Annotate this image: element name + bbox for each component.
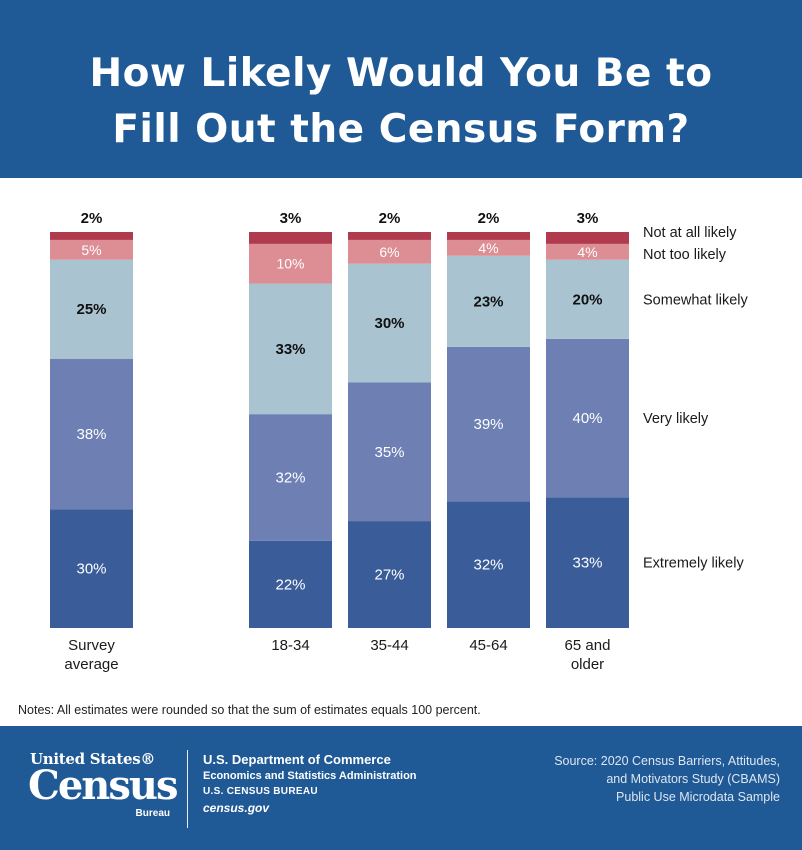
data-label-very-likely-65-and-older: 40% (572, 410, 602, 427)
legend-label-not-too-likely: Not too likely (643, 247, 727, 263)
bar-segment-not-too-likely-35-44 (348, 239, 431, 264)
bar-segment-very-likely-65-and-older (546, 338, 629, 498)
data-label-not-too-likely-survey-average: 5% (81, 242, 101, 258)
data-label-extremely-likely-65-and-older: 33% (572, 555, 602, 572)
chart-note: Notes: All estimates were rounded so tha… (18, 703, 481, 717)
legend-label-very-likely: Very likely (643, 411, 709, 427)
bar-segment-not-at-all-likely-18-34 (249, 232, 332, 244)
x-tick-label-survey-average-0: Survey (68, 637, 115, 654)
logo-sub-text: Bureau (135, 808, 170, 819)
bar-segment-very-likely-18-34 (249, 414, 332, 541)
data-label-very-likely-45-64: 39% (473, 416, 503, 433)
data-label-very-likely-18-34: 32% (275, 470, 305, 487)
data-label-somewhat-likely-45-64: 23% (473, 293, 503, 310)
source-line-1: Source: 2020 Census Barriers, Attitudes, (554, 754, 780, 768)
chart-title: How Likely Would You Be to Fill Out the … (0, 46, 802, 158)
bar-segment-somewhat-likely-survey-average (50, 259, 133, 359)
bar-segment-not-too-likely-45-64 (447, 239, 530, 256)
x-tick-label-35-44-0: 35-44 (370, 637, 408, 654)
data-label-not-at-all-likely-65-and-older: 3% (577, 210, 599, 227)
bar-segment-somewhat-likely-35-44 (348, 263, 431, 383)
footer-banner: United States® Census Bureau U.S. Depart… (0, 726, 802, 850)
legend-label-extremely-likely: Extremely likely (643, 556, 744, 572)
bar-segment-not-at-all-likely-survey-average (50, 232, 133, 240)
bar-segment-extremely-likely-65-and-older (546, 497, 629, 628)
administration-name: Economics and Statistics Administration (203, 770, 417, 782)
data-label-extremely-likely-18-34: 22% (275, 576, 305, 593)
census-website-link[interactable]: census.gov (203, 801, 270, 815)
bar-segment-not-too-likely-survey-average (50, 239, 133, 260)
legend-label-somewhat-likely: Somewhat likely (643, 292, 749, 308)
footer-divider (187, 750, 188, 828)
source-line-2: and Motivators Study (CBAMS) (606, 772, 780, 786)
bar-segment-not-at-all-likely-65-and-older (546, 232, 629, 244)
bar-segment-not-at-all-likely-35-44 (348, 232, 431, 240)
x-tick-label-45-64-0: 45-64 (469, 637, 507, 654)
data-label-somewhat-likely-18-34: 33% (275, 341, 305, 358)
data-label-not-too-likely-18-34: 10% (276, 256, 304, 272)
census-bureau-logo: United States® Census Bureau (28, 748, 178, 828)
data-label-not-too-likely-35-44: 6% (379, 244, 399, 260)
stacked-bar-chart: 30% 38% 25% 5% 2% Survey average 22% 32% 33% 10% 3%… (50, 210, 749, 673)
x-tick-label-survey-average-1: average (64, 656, 118, 673)
bar-segment-somewhat-likely-65-and-older (546, 259, 629, 339)
data-label-extremely-likely-survey-average: 30% (76, 561, 106, 578)
data-label-very-likely-35-44: 35% (374, 444, 404, 461)
bar-segment-not-too-likely-65-and-older (546, 243, 629, 260)
data-label-very-likely-survey-average: 38% (76, 426, 106, 443)
bar-segment-extremely-likely-survey-average (50, 509, 133, 628)
data-label-not-at-all-likely-18-34: 3% (280, 210, 302, 227)
data-label-not-too-likely-45-64: 4% (478, 240, 498, 256)
bureau-name: U.S. CENSUS BUREAU (203, 786, 318, 797)
source-line-3: Public Use Microdata Sample (616, 790, 780, 804)
data-label-extremely-likely-45-64: 32% (473, 557, 503, 574)
title-line-1: How Likely Would You Be to (89, 51, 713, 96)
data-label-not-too-likely-65-and-older: 4% (577, 244, 597, 260)
bar-segment-extremely-likely-35-44 (348, 521, 431, 628)
data-label-somewhat-likely-35-44: 30% (374, 315, 404, 332)
bar-segment-somewhat-likely-45-64 (447, 255, 530, 347)
data-label-extremely-likely-35-44: 27% (374, 567, 404, 584)
bar-segment-very-likely-35-44 (348, 382, 431, 522)
title-line-2: Fill Out the Census Form? (112, 107, 690, 152)
data-label-not-at-all-likely-35-44: 2% (379, 210, 401, 227)
source-block: Source: 2020 Census Barriers, Attitudes,… (554, 752, 780, 806)
bar-segment-extremely-likely-45-64 (447, 501, 530, 628)
x-tick-label-65-and-older-1: older (571, 656, 604, 673)
data-label-somewhat-likely-65-and-older: 20% (572, 291, 602, 308)
department-name: U.S. Department of Commerce (203, 752, 391, 767)
bar-segment-very-likely-survey-average (50, 358, 133, 510)
bar-segment-not-at-all-likely-45-64 (447, 232, 530, 240)
bar-segment-very-likely-45-64 (447, 346, 530, 502)
x-tick-label-65-and-older-0: 65 and (565, 637, 611, 654)
data-label-not-at-all-likely-survey-average: 2% (81, 210, 103, 227)
logo-top-text: United States® (30, 750, 156, 768)
data-label-somewhat-likely-survey-average: 25% (76, 301, 106, 318)
bar-segment-somewhat-likely-18-34 (249, 283, 332, 415)
legend-label-not-at-all-likely: Not at all likely (643, 225, 737, 241)
logo-main-text: Census (28, 762, 178, 809)
data-label-not-at-all-likely-45-64: 2% (478, 210, 500, 227)
title-banner: How Likely Would You Be to Fill Out the … (0, 0, 802, 178)
bar-segment-extremely-likely-18-34 (249, 540, 332, 628)
x-tick-label-18-34-0: 18-34 (271, 637, 309, 654)
department-block: U.S. Department of Commerce Economics an… (203, 752, 417, 816)
bar-segment-not-too-likely-18-34 (249, 243, 332, 284)
